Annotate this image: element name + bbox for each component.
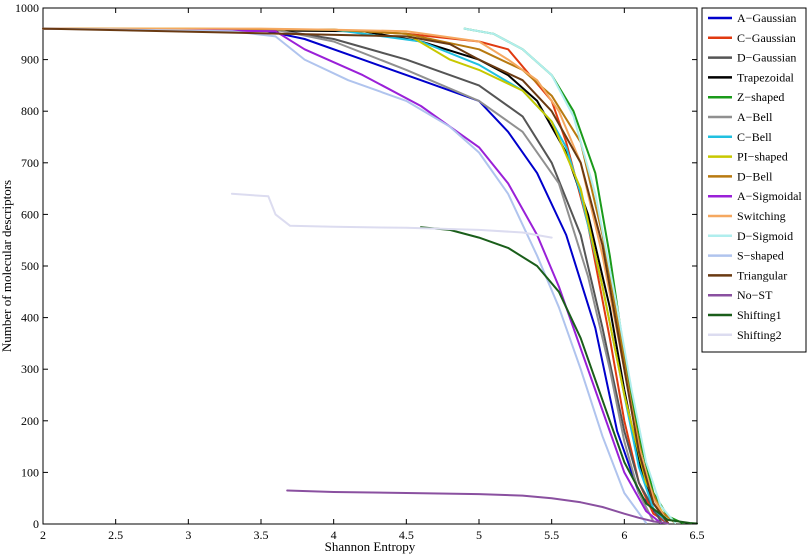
legend-label: No−ST <box>737 288 773 302</box>
y-tick-label: 900 <box>21 53 39 67</box>
legend-label: C−Gaussian <box>737 31 796 45</box>
y-tick-label: 300 <box>21 362 39 376</box>
legend-label: D−Sigmoid <box>737 229 793 243</box>
x-tick-label: 6.5 <box>690 528 705 542</box>
x-tick-label: 5.5 <box>544 528 559 542</box>
legend-label: D−Gaussian <box>737 51 796 65</box>
legend-label: Switching <box>737 209 786 223</box>
series-line-10 <box>42 27 662 524</box>
series-line-13 <box>42 27 648 524</box>
series-line-6 <box>42 27 655 523</box>
axis-layer: 2 2.5 3 3.5 4 4.5 5 5.5 6 6.5 0 100 200 300 400 500 600 7… <box>15 1 705 542</box>
legend: A−Gaussian C−Gaussian D−Gaussian Trapezoida… <box>701 7 807 353</box>
y-tick-label: 100 <box>21 465 39 479</box>
legend-label: Shifting1 <box>737 308 782 322</box>
series-line-3 <box>42 27 662 523</box>
legend-label: C−Bell <box>737 130 772 144</box>
y-tick-label: 400 <box>21 311 39 325</box>
y-tick-label: 0 <box>33 517 39 531</box>
series-line-16 <box>419 226 698 525</box>
y-tick-label: 200 <box>21 414 39 428</box>
legend-label: Z−shaped <box>737 90 784 104</box>
y-tick-label: 700 <box>21 156 39 170</box>
y-tick-label: 800 <box>21 104 39 118</box>
y-tick-label: 500 <box>21 259 39 273</box>
series-line-17 <box>230 192 553 239</box>
legend-label: A−Bell <box>737 110 773 124</box>
legend-label: D−Bell <box>737 169 773 183</box>
x-tick-label: 2.5 <box>108 528 123 542</box>
legend-label: A−Sigmoidal <box>737 189 802 203</box>
x-tick-label: 6 <box>621 528 627 542</box>
x-tick-label: 4 <box>331 528 337 542</box>
series-line-15 <box>286 489 669 525</box>
y-axis-label: Number of molecular descriptors <box>0 180 14 352</box>
legend-label: Trapezoidal <box>737 70 795 84</box>
legend-label: PI−shaped <box>737 150 788 164</box>
x-axis-label: Shannon Entropy <box>325 539 416 554</box>
series-line-14 <box>42 27 669 524</box>
y-tick-label: 600 <box>21 207 39 221</box>
legend-label: Triangular <box>737 268 787 282</box>
x-tick-label: 5 <box>476 528 482 542</box>
x-tick-label: 3.5 <box>254 528 269 542</box>
legend-label: S−shaped <box>737 249 784 263</box>
x-tick-label: 3 <box>185 528 191 542</box>
x-tick-label: 4.5 <box>399 528 414 542</box>
legend-label: A−Gaussian <box>737 11 796 25</box>
legend-label: Shifting2 <box>737 328 782 342</box>
series-layer <box>42 27 698 525</box>
x-tick-label: 2 <box>40 528 46 542</box>
series-line-12 <box>463 27 677 524</box>
y-tick-label: 1000 <box>15 1 39 15</box>
